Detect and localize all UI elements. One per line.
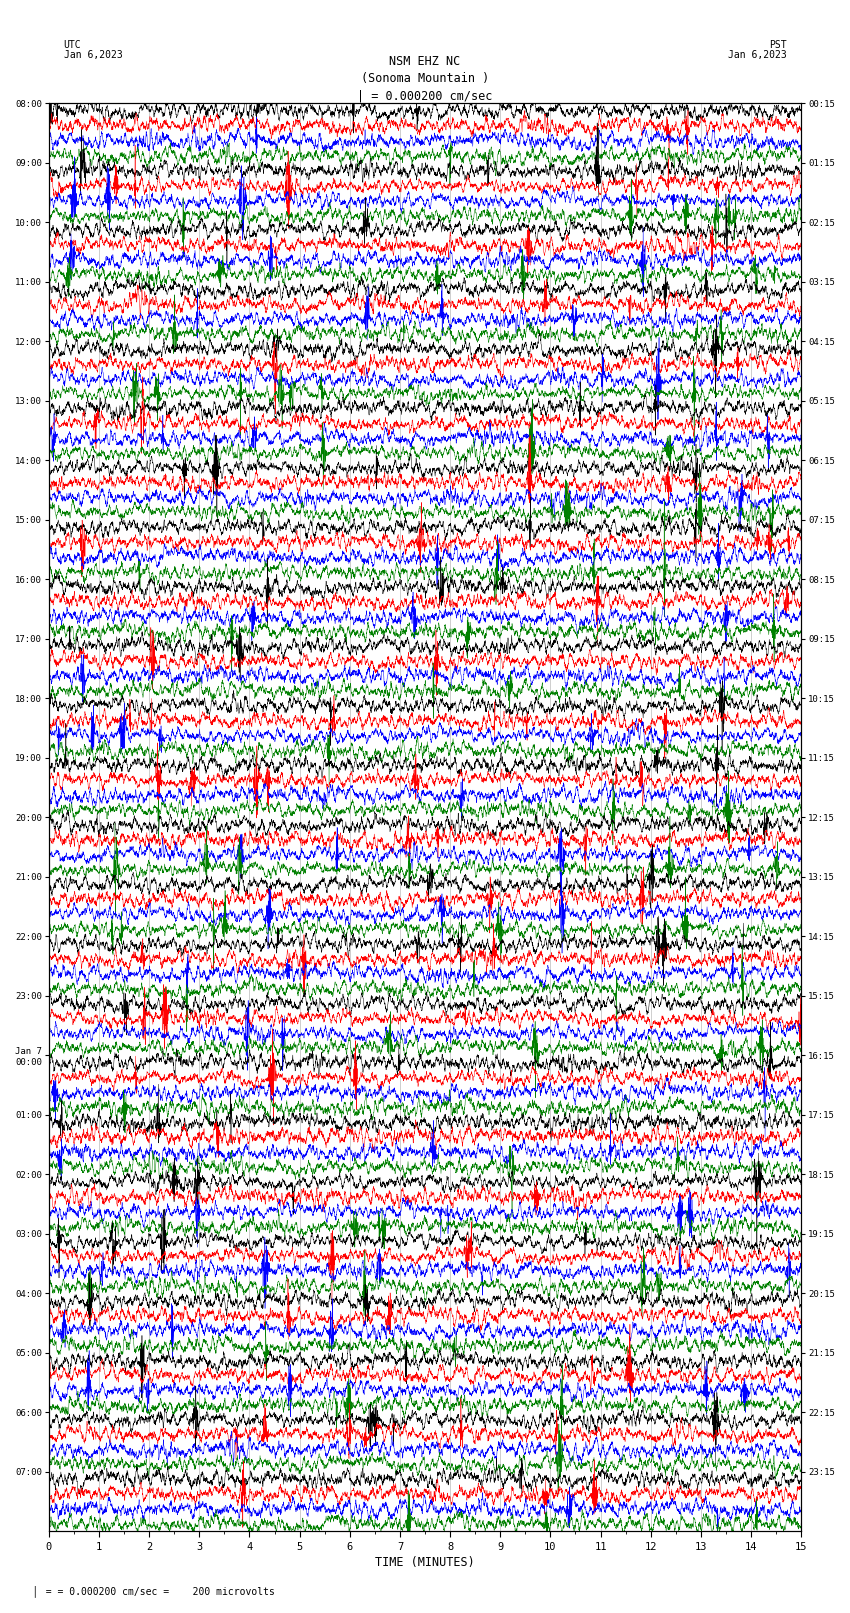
Text: Jan 6,2023: Jan 6,2023 bbox=[64, 50, 122, 60]
Text: PST: PST bbox=[768, 40, 786, 50]
Title: NSM EHZ NC
(Sonoma Mountain )
| = 0.000200 cm/sec: NSM EHZ NC (Sonoma Mountain ) | = 0.0002… bbox=[357, 55, 493, 102]
Text: UTC: UTC bbox=[64, 40, 82, 50]
Text: ▏ = = 0.000200 cm/sec =    200 microvolts: ▏ = = 0.000200 cm/sec = 200 microvolts bbox=[34, 1586, 275, 1597]
Text: Jan 6,2023: Jan 6,2023 bbox=[728, 50, 786, 60]
X-axis label: TIME (MINUTES): TIME (MINUTES) bbox=[375, 1557, 475, 1569]
